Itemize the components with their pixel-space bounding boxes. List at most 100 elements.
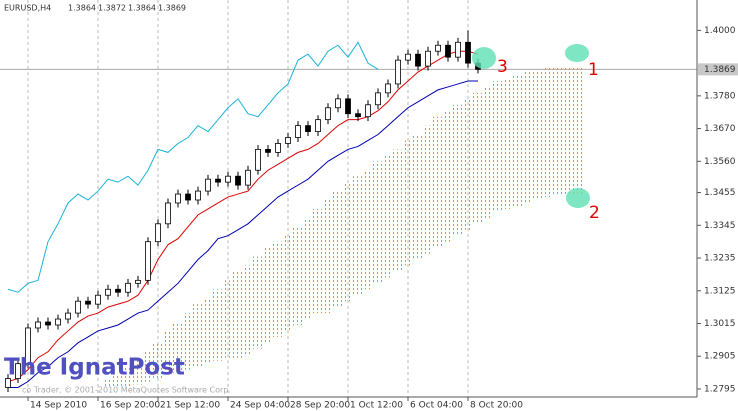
candle-body (5, 378, 11, 388)
candle-body (25, 327, 31, 365)
cloud-slot (473, 92, 483, 224)
y-tick-label: 1.3235 (704, 254, 736, 264)
candle-body (105, 288, 111, 296)
cloud-slot (143, 351, 153, 382)
candle-body (415, 53, 421, 67)
candle-body (155, 223, 161, 243)
y-tick-label: 1.3560 (704, 157, 736, 167)
candle-body (465, 41, 471, 64)
indicator-line (7, 41, 379, 293)
candle-body (65, 312, 71, 320)
cloud-slot (453, 104, 463, 236)
cloud-slot (513, 75, 523, 206)
ohlc-open: 1.3864 (68, 4, 96, 13)
cloud-slot (113, 375, 123, 388)
candle-body (215, 178, 221, 183)
candle-body (195, 190, 201, 201)
x-tick-label: 28 Sep 20:00 (290, 401, 350, 411)
symbol: EURUSD,H4 (4, 4, 51, 13)
candle-body (85, 300, 91, 305)
candle-body (345, 98, 351, 115)
cloud-slot (243, 265, 253, 355)
annotation: 1 (588, 60, 599, 80)
candle-body (335, 98, 341, 109)
candle-body (275, 143, 281, 153)
y-tick-label: 1.3455 (704, 188, 736, 198)
cloud-slot (323, 200, 333, 314)
candle-body (305, 125, 311, 132)
marker-2 (566, 188, 590, 208)
cloud-slot (293, 226, 303, 325)
cloud-slot (183, 313, 193, 370)
candle-body (395, 59, 401, 85)
y-tick-label: 1.3345 (704, 221, 736, 231)
x-tick-label: 6 Oct 04:00 (410, 401, 463, 411)
cloud-slot (493, 80, 503, 212)
candle-body (145, 241, 151, 281)
cloud-slot (223, 280, 233, 358)
cloud-slot (433, 116, 443, 248)
candle-body (445, 44, 451, 58)
candle-body (165, 202, 171, 225)
indicator-line (8, 80, 478, 388)
cloud-slot (213, 289, 223, 361)
y-tick-label: 1.2795 (704, 384, 736, 394)
candle-body (385, 83, 391, 94)
x-tick-label: 8 Oct 20:00 (470, 401, 523, 411)
cloud-slot (123, 366, 133, 388)
x-tick-label: 24 Sep 04:00 (230, 401, 290, 411)
cloud-slot (383, 155, 393, 278)
candle-body (285, 137, 291, 144)
cloud-slot (353, 176, 363, 296)
ohlc-high: 1.3872 (98, 4, 126, 13)
copyright: co Trader, © 2001-2010 MetaQuotes Softwa… (22, 386, 231, 395)
cloud-slot (463, 98, 473, 230)
cloud-slot (483, 86, 493, 218)
current-price-label: 1.3869 (704, 65, 736, 75)
candle-body (355, 113, 361, 118)
candle-body (405, 53, 411, 61)
cloud-slot (363, 170, 373, 290)
candle-body (185, 193, 191, 201)
candle-body (365, 104, 371, 118)
y-tick-label: 1.3780 (704, 91, 736, 101)
cloud-slot (233, 271, 243, 358)
cloud-slot (303, 217, 313, 320)
cloud-slot (193, 304, 203, 367)
cloud-slot (423, 125, 433, 254)
cloud-slot (543, 67, 553, 198)
candle-body (325, 107, 331, 121)
cloud-slot (443, 110, 453, 242)
candle-body (245, 169, 251, 186)
x-tick-label: 14 Sep 2010 (30, 401, 87, 411)
cloud-slot (163, 330, 173, 376)
candle-body (35, 321, 41, 329)
y-tick-label: 1.3125 (704, 286, 736, 296)
candle-body (435, 44, 441, 52)
cloud-slot (313, 208, 323, 314)
candle-body (45, 321, 51, 326)
candle-body (425, 50, 431, 67)
candle-body (75, 300, 81, 314)
ohlc-close: 1.3869 (158, 4, 186, 13)
y-tick-label: 1.3015 (704, 319, 736, 329)
current-price-box (698, 63, 738, 76)
x-tick-label: 16 Sep 20:00 (100, 401, 160, 411)
cloud-slot (403, 140, 413, 266)
marker-3 (472, 47, 496, 69)
cloud-slot (553, 66, 563, 196)
candle-body (125, 282, 131, 293)
watermark: The IgnatPost (4, 355, 185, 381)
candle-body (225, 175, 231, 183)
candle-body (255, 149, 261, 171)
y-tick-label: 1.4000 (704, 26, 736, 36)
indicator-line (7, 50, 479, 383)
cloud-slot (373, 161, 383, 284)
candle-body (55, 318, 61, 326)
candle-body (455, 41, 461, 58)
x-tick-label: 21 Sep 12:00 (160, 401, 220, 411)
cloud-slot (333, 191, 343, 308)
annotation: 3 (497, 57, 508, 77)
candle-body (135, 279, 141, 284)
